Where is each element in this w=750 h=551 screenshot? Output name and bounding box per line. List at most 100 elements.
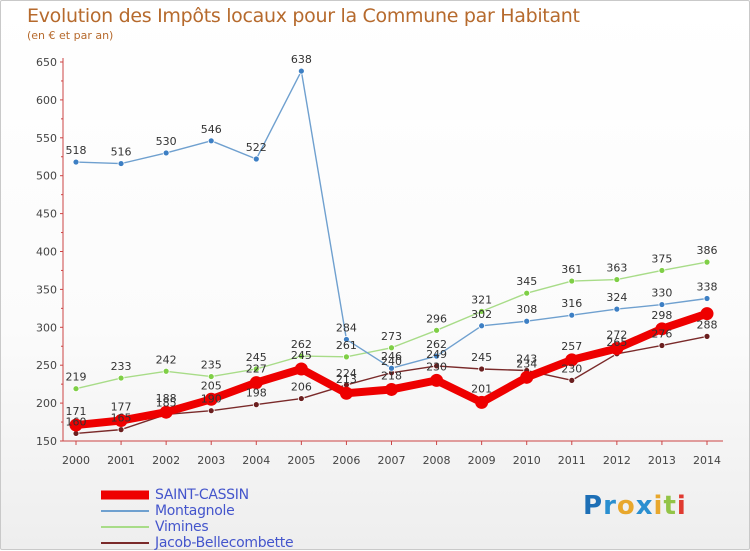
data-point-saint-cassin bbox=[204, 392, 218, 406]
x-tick-label: 2011 bbox=[558, 454, 586, 467]
data-label-montagnole: 530 bbox=[156, 135, 177, 148]
legend-label-jacob-bellecombette: Jacob-Bellecombette bbox=[155, 535, 294, 551]
data-label-jacob-bellecombette: 240 bbox=[381, 355, 402, 368]
data-point-montagnole bbox=[568, 311, 576, 319]
data-label-saint-cassin: 205 bbox=[201, 379, 222, 392]
data-label-vimines: 345 bbox=[516, 275, 537, 288]
x-tick-label: 2000 bbox=[62, 454, 90, 467]
data-label-vimines: 242 bbox=[156, 353, 177, 366]
x-tick-label: 2009 bbox=[468, 454, 496, 467]
data-label-vimines: 386 bbox=[697, 244, 718, 257]
data-point-montagnole bbox=[523, 317, 531, 325]
chart-subtitle: (en € et par an) bbox=[27, 29, 114, 42]
data-label-saint-cassin: 171 bbox=[66, 405, 87, 418]
data-label-vimines: 219 bbox=[66, 371, 87, 384]
data-point-jacob-bellecombette bbox=[207, 407, 215, 415]
data-point-montagnole bbox=[72, 158, 80, 166]
data-point-montagnole bbox=[433, 352, 440, 360]
logo-letter: P bbox=[583, 491, 604, 521]
x-tick-label: 2005 bbox=[287, 454, 315, 467]
data-point-vimines bbox=[523, 289, 531, 297]
data-label-saint-cassin: 298 bbox=[651, 309, 672, 322]
data-label-jacob-bellecombette: 206 bbox=[291, 381, 312, 394]
data-label-saint-cassin: 218 bbox=[381, 369, 402, 382]
data-label-vimines: 235 bbox=[201, 359, 222, 372]
data-label-vimines: 273 bbox=[381, 330, 402, 343]
data-label-vimines: 361 bbox=[561, 263, 582, 276]
data-point-vimines bbox=[388, 344, 395, 352]
data-label-montagnole: 246 bbox=[381, 350, 402, 363]
y-tick-label: 600 bbox=[36, 94, 57, 107]
data-point-montagnole bbox=[117, 160, 125, 167]
data-point-jacob-bellecombette bbox=[478, 365, 486, 373]
data-label-montagnole: 338 bbox=[697, 280, 718, 293]
data-point-saint-cassin bbox=[610, 342, 624, 356]
data-point-saint-cassin bbox=[385, 382, 398, 396]
data-point-vimines bbox=[117, 374, 125, 382]
data-label-jacob-bellecombette: 230 bbox=[561, 362, 582, 375]
y-tick-label: 400 bbox=[36, 246, 57, 259]
x-tick-label: 2006 bbox=[332, 454, 360, 467]
legend-label-vimines: Vimines bbox=[155, 519, 209, 535]
data-point-montagnole bbox=[162, 149, 170, 157]
data-label-montagnole: 284 bbox=[336, 321, 357, 334]
legend-label-saint-cassin: SAINT-CASSIN bbox=[155, 487, 249, 503]
data-point-vimines bbox=[207, 373, 215, 380]
data-point-jacob-bellecombette bbox=[297, 395, 305, 402]
data-label-montagnole: 522 bbox=[246, 141, 267, 154]
logo-letter: i bbox=[653, 491, 664, 521]
y-tick-label: 550 bbox=[36, 132, 57, 145]
data-label-saint-cassin: 201 bbox=[471, 382, 492, 395]
data-label-montagnole: 518 bbox=[66, 144, 87, 157]
chart-title: Evolution des Impôts locaux pour la Comm… bbox=[27, 5, 580, 27]
data-label-jacob-bellecombette: 190 bbox=[201, 393, 222, 406]
x-tick-label: 2007 bbox=[378, 454, 406, 467]
data-label-montagnole: 330 bbox=[651, 287, 672, 300]
data-label-montagnole: 316 bbox=[561, 297, 582, 310]
y-tick-label: 350 bbox=[36, 283, 57, 296]
legend-swatch-montagnole bbox=[101, 510, 149, 512]
y-tick-label: 250 bbox=[36, 359, 57, 372]
data-point-saint-cassin bbox=[249, 376, 263, 390]
data-label-jacob-bellecombette: 265 bbox=[606, 336, 627, 349]
y-tick-label: 500 bbox=[36, 170, 57, 183]
data-label-saint-cassin: 213 bbox=[336, 373, 357, 386]
data-point-saint-cassin bbox=[565, 353, 579, 367]
data-point-vimines bbox=[72, 385, 80, 393]
data-label-vimines: 321 bbox=[471, 293, 492, 306]
data-point-vimines bbox=[613, 276, 621, 283]
data-point-montagnole bbox=[613, 305, 621, 313]
data-label-montagnole: 546 bbox=[201, 123, 222, 136]
data-point-montagnole bbox=[207, 137, 215, 145]
data-point-vimines bbox=[343, 353, 350, 361]
logo-letter: x bbox=[635, 491, 654, 521]
data-label-saint-cassin: 245 bbox=[291, 349, 312, 362]
data-point-saint-cassin bbox=[655, 322, 669, 336]
data-point-saint-cassin bbox=[69, 418, 83, 432]
data-label-jacob-bellecombette: 224 bbox=[336, 367, 357, 380]
data-label-saint-cassin: 272 bbox=[606, 329, 627, 342]
data-label-vimines: 262 bbox=[291, 338, 312, 351]
data-point-jacob-bellecombette bbox=[703, 332, 711, 340]
data-label-jacob-bellecombette: 249 bbox=[426, 348, 447, 361]
logo-letter: o bbox=[616, 491, 636, 521]
data-point-jacob-bellecombette bbox=[252, 401, 260, 409]
data-point-montagnole bbox=[388, 364, 395, 372]
data-point-vimines bbox=[162, 367, 170, 375]
data-point-saint-cassin bbox=[339, 386, 353, 400]
data-label-montagnole: 308 bbox=[516, 303, 537, 316]
data-label-jacob-bellecombette: 245 bbox=[471, 351, 492, 364]
x-tick-label: 2012 bbox=[603, 454, 631, 467]
data-point-montagnole bbox=[658, 301, 666, 308]
x-tick-label: 2003 bbox=[197, 454, 225, 467]
data-label-saint-cassin: 188 bbox=[156, 392, 177, 405]
logo-letter: t bbox=[663, 491, 677, 521]
data-point-vimines bbox=[433, 326, 440, 334]
x-tick-label: 2001 bbox=[107, 454, 135, 467]
data-label-vimines: 363 bbox=[606, 262, 627, 275]
data-label-montagnole: 262 bbox=[426, 338, 447, 351]
data-point-vimines bbox=[252, 365, 260, 373]
data-point-jacob-bellecombette bbox=[117, 426, 125, 434]
